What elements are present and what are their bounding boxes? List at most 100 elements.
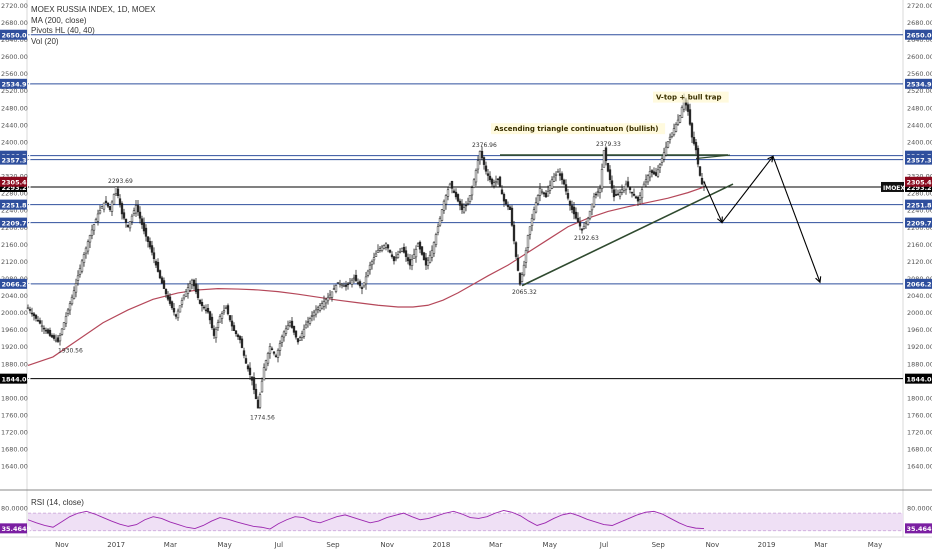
candle-body	[147, 237, 149, 242]
candle-body	[191, 280, 193, 285]
candle-body	[419, 242, 421, 249]
y-tick-right: 2040.00	[907, 292, 932, 300]
candle-body	[637, 197, 639, 201]
candle-body	[137, 205, 139, 211]
candle-body	[615, 194, 617, 195]
current-price-badge-right-text: 2305.43	[907, 179, 932, 187]
candle-body	[581, 229, 583, 230]
level-badge-left-text: 2251.87	[2, 201, 32, 209]
candle-body	[157, 262, 159, 271]
candle-body	[37, 320, 39, 321]
pivot-label: 2065.32	[512, 289, 537, 296]
candle-body	[89, 235, 91, 242]
candle-body	[373, 258, 375, 260]
y-tick-right: 1640.00	[907, 463, 932, 471]
candle-body	[675, 124, 677, 131]
candle-body	[487, 174, 489, 176]
candle-body	[245, 358, 247, 363]
legend-vol: Vol (20)	[31, 37, 155, 48]
candle-body	[383, 245, 385, 248]
candle-body	[193, 280, 195, 286]
candle-body	[223, 311, 225, 312]
candle-body	[45, 330, 47, 331]
candle-body	[203, 307, 205, 308]
level-badge-right-text: 2251.87	[907, 201, 932, 209]
rsi-tick-left: 80.0000	[1, 505, 28, 513]
candle-body	[575, 212, 577, 218]
candle-body	[257, 400, 259, 408]
candle-body	[321, 304, 323, 309]
candle-body	[327, 297, 329, 301]
candle-body	[33, 314, 35, 316]
candle-body	[543, 193, 545, 194]
candle-body	[437, 227, 439, 232]
candle-body	[431, 250, 433, 257]
candle-body	[353, 278, 355, 279]
y-tick-right: 1880.00	[907, 360, 932, 368]
candle-body	[261, 381, 263, 392]
candle-body	[515, 243, 517, 257]
candle-body	[237, 335, 239, 337]
candle-body	[577, 218, 579, 222]
level-badge-left-text: 2650.00	[2, 32, 32, 40]
candle-body	[177, 311, 179, 318]
y-tick-right: 2480.00	[907, 104, 932, 112]
y-tick-left: 1920.00	[1, 343, 28, 351]
candle-body	[417, 244, 419, 246]
candle-body	[49, 330, 51, 335]
candle-body	[699, 167, 701, 176]
y-tick-left: 2120.00	[1, 258, 28, 266]
candle-body	[511, 208, 513, 225]
candle-body	[595, 194, 597, 195]
candle-body	[315, 310, 317, 314]
candle-body	[485, 166, 487, 171]
y-tick-right: 2000.00	[907, 309, 932, 317]
projection-path	[704, 156, 820, 282]
candle-body	[351, 280, 353, 284]
candle-body	[651, 171, 653, 173]
candle-body	[311, 315, 313, 316]
current-price-badge-left-text: 2305.43	[2, 179, 32, 187]
candle-body	[539, 188, 541, 195]
candle-body	[199, 300, 201, 303]
candle-body	[73, 291, 75, 299]
candle-body	[297, 338, 299, 342]
candle-body	[131, 216, 133, 222]
candle-body	[627, 182, 629, 187]
candle-body	[129, 221, 131, 228]
candle-body	[689, 110, 691, 125]
candle-body	[279, 344, 281, 351]
candle-body	[217, 323, 219, 328]
candle-body	[295, 331, 297, 337]
candle-body	[411, 260, 413, 266]
y-tick-right: 2680.00	[907, 19, 932, 27]
candle-body	[533, 210, 535, 219]
candle-body	[401, 248, 403, 251]
candle-body	[143, 223, 145, 231]
y-tick-left: 2000.00	[1, 309, 28, 317]
x-tick: May	[868, 541, 882, 549]
x-tick: 2017	[107, 541, 125, 549]
candle-body	[229, 315, 231, 320]
candle-body	[185, 291, 187, 296]
candle-body	[641, 190, 643, 198]
candle-body	[171, 302, 173, 308]
candle-body	[691, 123, 693, 137]
y-tick-left: 1640.00	[1, 463, 28, 471]
y-tick-left: 1760.00	[1, 412, 28, 420]
candle-body	[503, 194, 505, 201]
candle-body	[597, 191, 599, 192]
candle-body	[423, 253, 425, 260]
annotation-text: V-top + bull trap	[656, 94, 721, 102]
candle-body	[71, 297, 73, 304]
candle-body	[527, 235, 529, 247]
candle-body	[609, 170, 611, 180]
candle-body	[391, 255, 393, 257]
rsi-tick-right: 80.0000	[907, 505, 932, 513]
candle-body	[59, 335, 61, 341]
candle-body	[379, 249, 381, 251]
candle-body	[501, 190, 503, 194]
candle-body	[415, 249, 417, 257]
candle-body	[471, 188, 473, 195]
